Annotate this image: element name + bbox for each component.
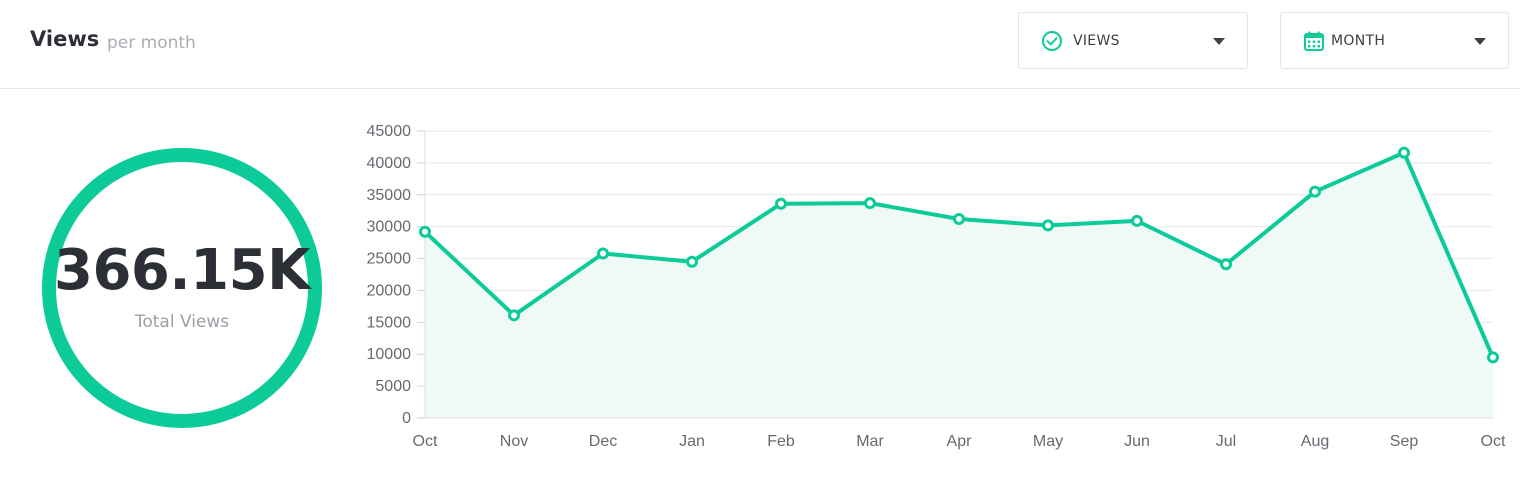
data-point [597, 247, 609, 260]
x-tick-label: Apr [947, 433, 973, 450]
x-tick-label: Jan [679, 433, 705, 450]
data-point [1309, 185, 1321, 198]
data-point [953, 213, 965, 226]
page-subtitle: per month [107, 33, 196, 53]
x-axis-ticks: Oct Nov Dec Jan Feb Mar Apr May Jun Jul Aug Sep Oct [413, 433, 1506, 450]
y-tick-label: 0 [402, 410, 411, 427]
y-tick-label: 10000 [367, 346, 412, 363]
x-tick-label: Oct [1481, 433, 1506, 450]
y-tick-label: 45000 [367, 123, 412, 140]
y-axis-ticks: 0 5000 10000 15000 20000 25000 30000 35000 40000… [367, 123, 412, 427]
data-point [419, 225, 431, 238]
x-tick-label: Oct [413, 433, 438, 450]
period-dropdown[interactable]: MONTH [1280, 12, 1509, 69]
data-point [1398, 146, 1410, 159]
data-point [1131, 214, 1143, 227]
y-tick-label: 20000 [367, 282, 412, 299]
data-point [508, 309, 520, 322]
x-tick-label: Feb [767, 433, 795, 450]
data-point [1487, 351, 1499, 364]
x-tick-label: Dec [589, 433, 617, 450]
y-tick-label: 15000 [367, 314, 412, 331]
chevron-down-icon [1213, 38, 1225, 45]
y-tick-label: 5000 [375, 378, 411, 395]
y-tick-label: 35000 [367, 187, 412, 204]
x-tick-label: Sep [1390, 433, 1419, 450]
x-tick-label: Mar [856, 433, 884, 450]
x-tick-label: Aug [1301, 433, 1329, 450]
chart-area [425, 152, 1493, 418]
page-header: Views per month VIEWS MONTH [0, 0, 1520, 89]
data-point [1042, 219, 1054, 232]
series-area [425, 152, 1493, 418]
views-line-chart: 0 5000 10000 15000 20000 25000 30000 35000 40000… [367, 123, 1507, 450]
total-views-label: Total Views [134, 312, 230, 332]
y-tick-label: 30000 [367, 219, 412, 236]
chevron-down-icon [1474, 38, 1486, 45]
metric-dropdown-label: VIEWS [1073, 33, 1120, 49]
data-point [775, 197, 787, 210]
calendar-icon [1304, 31, 1324, 51]
data-point [1220, 258, 1232, 271]
chart-axes [424, 131, 1493, 419]
data-point [864, 197, 876, 210]
metric-dropdown[interactable]: VIEWS [1018, 12, 1248, 69]
x-tick-label: May [1033, 433, 1063, 450]
total-views-value: 366.15K [54, 238, 311, 303]
y-tick-label: 40000 [367, 155, 412, 172]
chart-points [419, 146, 1499, 364]
x-tick-label: Jun [1124, 433, 1150, 450]
y-tick-label: 25000 [367, 251, 412, 268]
page-title: Views [30, 27, 100, 51]
x-tick-label: Nov [500, 433, 528, 450]
check-circle-icon [1042, 31, 1062, 51]
x-tick-label: Jul [1216, 433, 1236, 450]
period-dropdown-label: MONTH [1331, 33, 1386, 49]
data-point [686, 255, 698, 268]
